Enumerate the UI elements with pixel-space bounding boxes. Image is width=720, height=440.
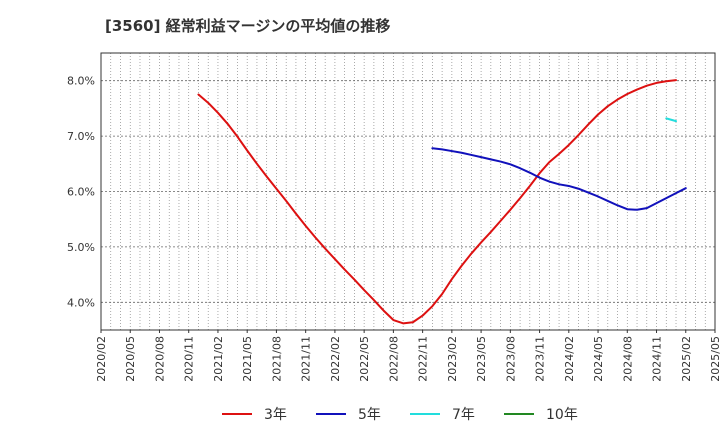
x-tick-label: 2024/11 bbox=[651, 336, 664, 382]
chart-title: [3560] 経常利益マージンの平均値の推移 bbox=[105, 17, 390, 35]
legend-label: 10年 bbox=[546, 407, 578, 423]
x-tick-label: 2021/05 bbox=[241, 336, 254, 382]
legend-item: 10年 bbox=[504, 407, 578, 423]
x-tick-label: 2020/05 bbox=[124, 336, 137, 382]
x-tick-label: 2024/08 bbox=[621, 336, 634, 382]
y-tick-label: 8.0% bbox=[67, 75, 95, 88]
x-tick-label: 2025/02 bbox=[680, 336, 693, 382]
x-tick-label: 2021/08 bbox=[270, 336, 283, 382]
y-tick-label: 5.0% bbox=[67, 241, 95, 254]
x-tick-label: 2024/05 bbox=[592, 336, 605, 382]
x-tick-label: 2022/08 bbox=[387, 336, 400, 382]
series-line-5年 bbox=[431, 147, 687, 211]
x-tick-label: 2022/05 bbox=[358, 336, 371, 382]
legend-item: 5年 bbox=[316, 407, 381, 423]
y-tick-label: 7.0% bbox=[67, 130, 95, 143]
x-tick-label: 2020/08 bbox=[153, 336, 166, 382]
y-tick-label: 6.0% bbox=[67, 186, 95, 199]
x-tick-label: 2020/02 bbox=[95, 336, 108, 382]
x-tick-label: 2023/05 bbox=[475, 336, 488, 382]
series-line-3年 bbox=[197, 79, 678, 325]
plot-border bbox=[100, 52, 716, 331]
series-line-7年 bbox=[665, 117, 678, 123]
x-tick-label: 2023/08 bbox=[504, 336, 517, 382]
legend-label: 3年 bbox=[264, 407, 287, 423]
x-tick-label: 2024/02 bbox=[563, 336, 576, 382]
plot-area: 4.0% 5.0% 6.0% 7.0% 8.0% 2020/02 2020/05 2020/0… bbox=[67, 52, 720, 382]
x-tick-label: 2022/11 bbox=[417, 336, 430, 382]
y-tick-label: 4.0% bbox=[67, 296, 95, 309]
legend-label: 5年 bbox=[358, 407, 381, 423]
legend-item: 7年 bbox=[410, 407, 475, 423]
x-tick-label: 2021/11 bbox=[300, 336, 313, 382]
legend-item: 3年 bbox=[222, 407, 287, 423]
x-tick-label: 2021/02 bbox=[212, 336, 225, 382]
x-tick-label: 2025/05 bbox=[709, 336, 720, 382]
x-tick-label: 2023/02 bbox=[446, 336, 459, 382]
legend-label: 7年 bbox=[452, 407, 475, 423]
legend: 3年 5年 7年 10年 bbox=[222, 407, 578, 423]
x-tick-label: 2023/11 bbox=[534, 336, 547, 382]
x-tick-label: 2022/02 bbox=[329, 336, 342, 382]
x-tick-label: 2020/11 bbox=[183, 336, 196, 382]
